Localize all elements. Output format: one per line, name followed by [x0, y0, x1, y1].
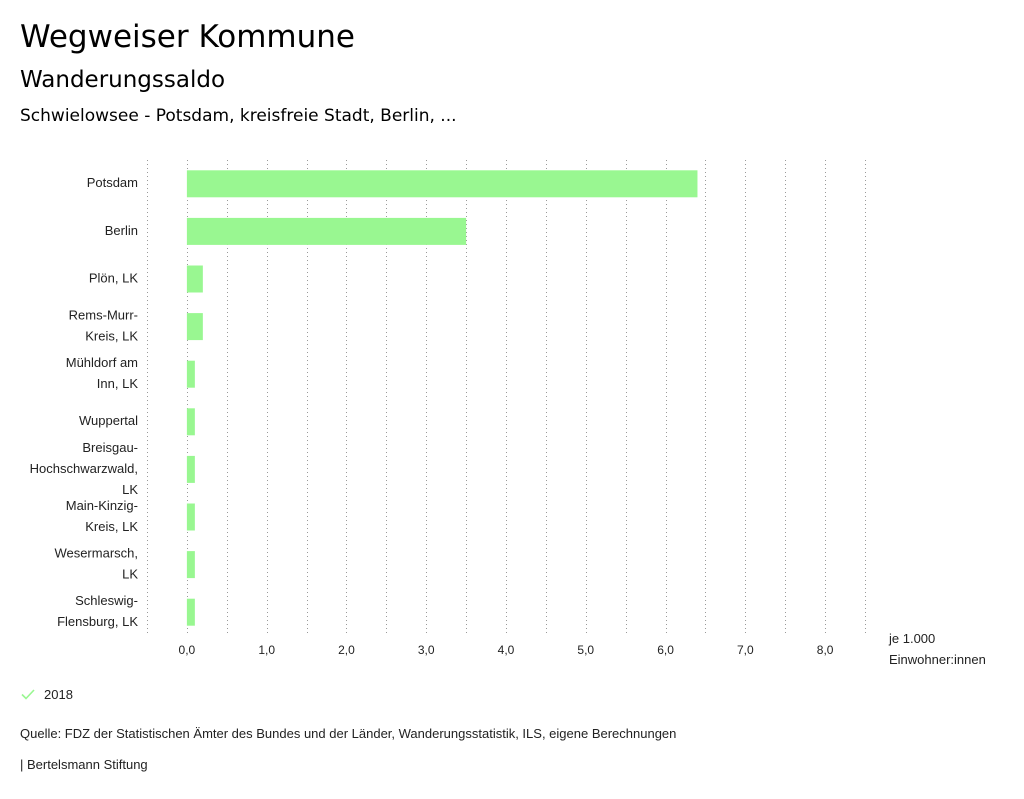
category-label-line: Schleswig-	[75, 593, 138, 608]
category-label: Schleswig- Flensburg, LK	[57, 593, 138, 629]
page-title: Wegweiser Kommune	[20, 19, 355, 55]
chart-subtitle: Wanderungssaldo	[20, 67, 226, 93]
x-tick-label: 7,0	[737, 643, 754, 657]
bar-8[interactable]	[186, 503, 195, 531]
x-axis-unit-label: je 1.000 Einwohner:innen	[888, 631, 986, 667]
category-label-line: Wesermarsch,	[54, 546, 138, 561]
category-label-line: Potsdam	[87, 175, 138, 190]
check-icon	[21, 689, 35, 700]
category-label-line: LK	[122, 482, 138, 497]
category-label: Plön, LK	[89, 270, 138, 285]
region-subtitle: Schwielowsee - Potsdam, kreisfreie Stadt…	[20, 106, 457, 126]
bar-5[interactable]	[186, 360, 195, 388]
x-tick-label: 5,0	[577, 643, 594, 657]
category-label-line: Mühldorf am	[66, 355, 138, 370]
category-label-line: Flensburg, LK	[57, 614, 138, 629]
bar-7[interactable]	[186, 455, 195, 483]
bar-10[interactable]	[186, 598, 195, 626]
bar-9[interactable]	[186, 551, 195, 579]
category-label-line: Kreis, LK	[85, 329, 138, 344]
category-label: Wuppertal	[79, 413, 138, 428]
category-label: Wesermarsch, LK	[54, 546, 138, 582]
x-tick-label: 1,0	[258, 643, 275, 657]
bar-2[interactable]	[186, 217, 467, 245]
category-label-line: Kreis, LK	[85, 519, 138, 534]
legend[interactable]: 2018	[20, 686, 73, 702]
x-tick-label: 6,0	[657, 643, 674, 657]
bar-1[interactable]	[186, 170, 698, 198]
category-label: Breisgau- Hochschwarzwald, LK	[30, 440, 139, 497]
bar-3[interactable]	[186, 265, 203, 293]
category-label-line: Rems-Murr-	[69, 308, 138, 323]
grid-lines	[147, 160, 866, 636]
category-label-line: Wuppertal	[79, 413, 138, 428]
category-label: Main-Kinzig- Kreis, LK	[66, 498, 139, 534]
source-note: Quelle: FDZ der Statistischen Ämter des …	[20, 726, 677, 741]
legend-label: 2018	[44, 686, 73, 702]
x-axis-unit-line: Einwohner:innen	[889, 652, 986, 667]
category-label-line: Inn, LK	[97, 376, 139, 391]
x-tick-label: 4,0	[498, 643, 515, 657]
bars	[186, 170, 698, 626]
category-label-line: Hochschwarzwald,	[30, 461, 138, 476]
x-tick-label: 2,0	[338, 643, 355, 657]
x-tick-label: 3,0	[418, 643, 435, 657]
bar-6[interactable]	[186, 408, 195, 436]
category-label-line: Main-Kinzig-	[66, 498, 138, 513]
x-tick-label: 8,0	[817, 643, 834, 657]
x-tick-label: 0,0	[179, 643, 196, 657]
publisher-note: | Bertelsmann Stiftung	[20, 757, 148, 772]
x-axis-unit-line: je 1.000	[888, 631, 935, 646]
category-label-line: Breisgau-	[82, 440, 138, 455]
bar-4[interactable]	[186, 313, 203, 341]
category-label-line: LK	[122, 567, 138, 582]
category-labels: Potsdam Berlin Plön, LK Rems-Murr- Kreis, LK…	[30, 175, 139, 629]
category-label: Rems-Murr- Kreis, LK	[69, 308, 139, 344]
x-tick-labels: 0,0 1,0 2,0 3,0 4,0 5,0 6,0 7,0 8,0	[179, 643, 834, 657]
category-label: Potsdam	[87, 175, 138, 190]
category-label: Mühldorf am Inn, LK	[66, 355, 139, 391]
category-label: Berlin	[105, 223, 138, 238]
bar-chart: Potsdam Berlin Plön, LK Rems-Murr- Kreis, LK…	[30, 160, 986, 667]
category-label-line: Berlin	[105, 223, 138, 238]
category-label-line: Plön, LK	[89, 270, 138, 285]
